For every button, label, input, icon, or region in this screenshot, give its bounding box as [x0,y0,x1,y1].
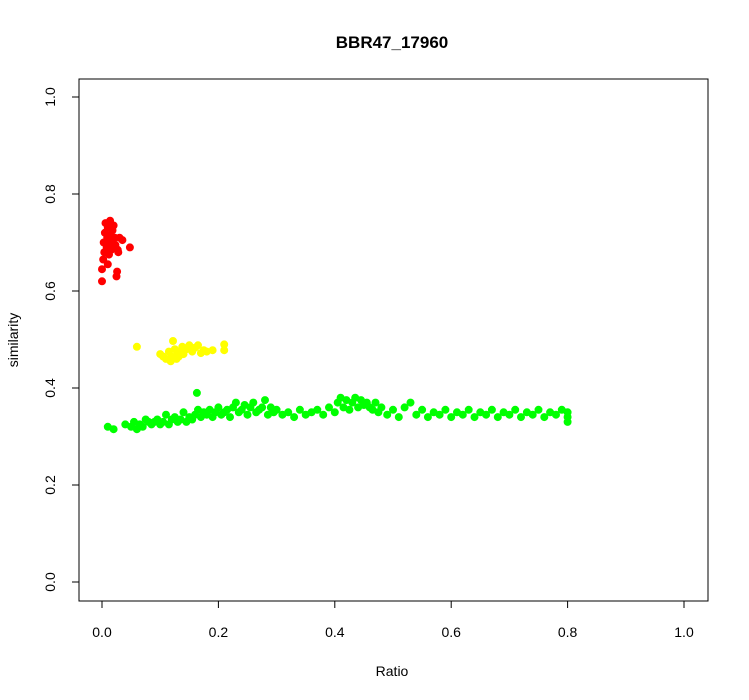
data-point [220,340,229,349]
data-point [208,346,217,355]
data-point [464,405,473,414]
data-point [388,405,397,414]
y-tick-label: 0.2 [42,475,58,495]
data-point [138,422,147,431]
data-point [458,410,467,419]
y-tick-label: 0.6 [42,281,58,301]
data-point [313,405,322,414]
data-point [330,408,339,417]
data-point [511,405,520,414]
data-point [383,410,392,419]
data-point [517,413,526,422]
data-point [563,417,572,426]
data-point [98,265,107,274]
data-point [290,413,299,422]
x-tick-label: 0.8 [558,624,578,640]
data-point [528,410,537,419]
data-point [345,405,354,414]
data-point [109,425,118,434]
y-tick-label: 1.0 [42,87,58,107]
data-point [400,403,409,412]
data-point [563,408,572,417]
data-point [534,405,543,414]
data-point [423,413,432,422]
data-point [412,410,421,419]
data-point [118,236,127,245]
y-tick-label: 0.8 [42,184,58,204]
data-point [193,341,202,350]
data-point [98,277,107,286]
data-point [214,403,223,412]
data-point [487,405,496,414]
data-point [103,260,112,269]
x-tick-label: 0.2 [209,624,229,640]
x-axis: 0.0 0.2 0.4 0.6 0.8 1.0 [92,600,694,640]
data-point [179,408,188,417]
data-point [258,403,267,412]
chart-title: BBR47_17960 [336,33,448,52]
x-axis-label: Ratio [376,663,409,679]
data-point [540,413,549,422]
data-point [132,342,141,351]
x-tick-label: 1.0 [674,624,694,640]
x-tick-label: 0.6 [441,624,461,640]
data-point [470,413,479,422]
data-point [113,267,122,276]
y-tick-label: 0.0 [42,572,58,592]
data-point [505,410,514,419]
data-point [447,413,456,422]
data-point [284,408,293,417]
data-point [418,405,427,414]
y-tick-label: 0.4 [42,378,58,398]
data-point [324,403,333,412]
data-points [98,216,572,434]
data-point [260,396,269,405]
data-point [243,410,252,419]
data-point [394,413,403,422]
data-point [441,405,450,414]
x-tick-label: 0.0 [92,624,112,640]
y-axis-label: similarity [5,313,21,367]
data-point [295,405,304,414]
data-point [231,398,240,407]
data-point [406,398,415,407]
data-point [168,336,177,345]
data-point [272,405,281,414]
data-point [114,248,123,257]
data-point [249,398,258,407]
data-point [377,403,386,412]
data-point [109,221,118,230]
data-point [225,413,234,422]
data-point [493,413,502,422]
data-point [552,410,561,419]
data-point [371,398,380,407]
data-point [319,410,328,419]
data-point [161,410,170,419]
data-point [435,410,444,419]
data-point [125,243,134,252]
y-axis: 0.0 0.2 0.4 0.6 0.8 1.0 [42,87,80,592]
data-point [482,410,491,419]
data-point [192,388,201,397]
x-tick-label: 0.4 [325,624,345,640]
